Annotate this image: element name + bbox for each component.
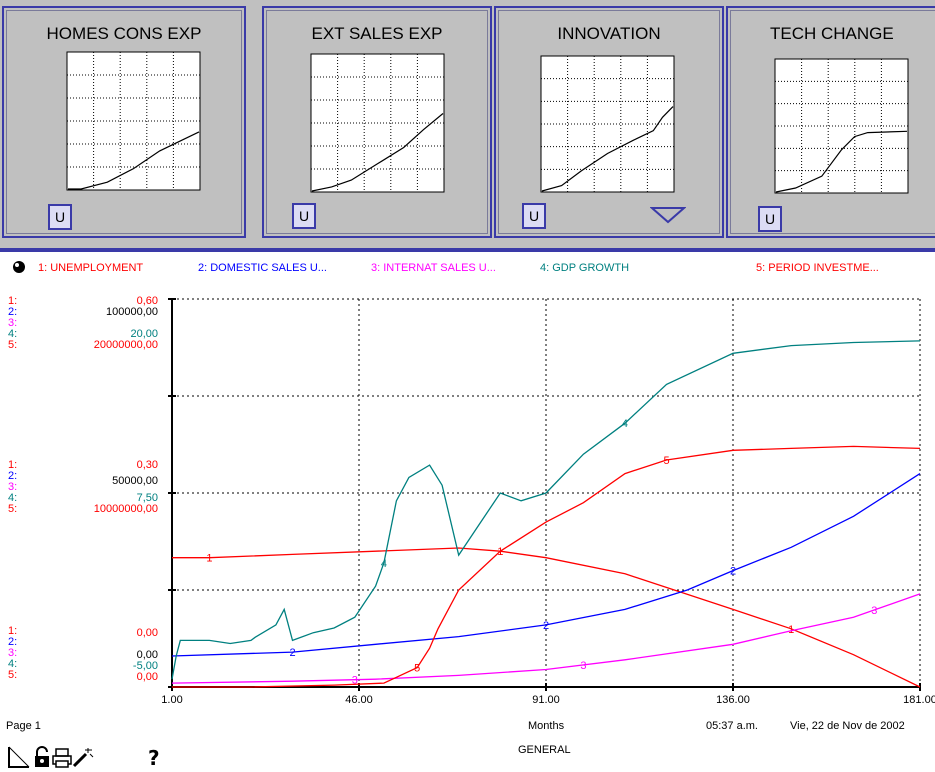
series-line-5 bbox=[172, 445, 921, 688]
scale-series-3: 3: bbox=[8, 647, 18, 659]
series-marker: 3 bbox=[352, 675, 358, 687]
panel-title: INNOVATION bbox=[557, 24, 661, 43]
page-label: Page 1 bbox=[6, 720, 41, 732]
legend-period-investment: 5: PERIOD INVESTME... bbox=[756, 262, 879, 274]
triangle-down-icon[interactable] bbox=[650, 206, 686, 224]
x-tick-label: 91.00 bbox=[532, 694, 560, 706]
scale-value-5: 20000000,00 bbox=[93, 339, 158, 351]
scale-value-1: 0,30 bbox=[136, 459, 158, 471]
graph-pad: 1: UNEMPLOYMENT 2: DOMESTIC SALES U... 3… bbox=[0, 252, 935, 772]
series-marker: 5 bbox=[663, 455, 669, 467]
series-marker: 5 bbox=[414, 663, 420, 675]
scale-value-2: 50000,00 bbox=[112, 475, 158, 487]
scale-value-2: 100000,00 bbox=[106, 306, 158, 318]
scale-value-1: 0,00 bbox=[136, 627, 158, 639]
lock-icon[interactable] bbox=[34, 746, 50, 768]
mini-curve bbox=[775, 130, 908, 193]
printer-icon[interactable] bbox=[52, 748, 72, 768]
scale-value-5: 10000000,00 bbox=[93, 503, 158, 515]
series-marker: 4 bbox=[381, 558, 387, 570]
x-tick-label: 46.00 bbox=[345, 694, 373, 706]
scale-series-5: 5: bbox=[8, 339, 18, 351]
panel-homes-cons-exp[interactable]: HOMES CONS EXP U bbox=[2, 6, 246, 238]
mini-graph[interactable] bbox=[66, 51, 201, 191]
input-panels-area: HOMES CONS EXP U EXT SALES EXP U INNOVAT… bbox=[0, 0, 935, 248]
scale-series-2: 2: bbox=[8, 470, 18, 482]
series-line-4 bbox=[171, 340, 921, 680]
scale-series-1: 1: bbox=[8, 625, 18, 637]
x-tick-label: 136.00 bbox=[716, 694, 750, 706]
scale-value-5: 0,00 bbox=[136, 671, 158, 683]
scale-series-1: 1: bbox=[8, 459, 18, 471]
help-icon[interactable]: ? bbox=[148, 746, 160, 770]
magic-wand-icon[interactable] bbox=[72, 746, 94, 768]
page-corner-icon[interactable] bbox=[8, 746, 30, 768]
mini-curve bbox=[541, 106, 674, 192]
scale-series-5: 5: bbox=[8, 503, 18, 515]
scale-series-5: 5: bbox=[8, 669, 18, 681]
x-tick-label: 181.00 bbox=[903, 694, 935, 706]
timestamp: 05:37 a.m. bbox=[706, 720, 758, 732]
panel-title: HOMES CONS EXP bbox=[46, 24, 202, 43]
u-button[interactable]: U bbox=[292, 203, 316, 229]
series-marker: 1 bbox=[206, 553, 212, 565]
u-button[interactable]: U bbox=[522, 203, 546, 229]
panel-innovation[interactable]: INNOVATION U bbox=[494, 6, 724, 238]
panel-ext-sales-exp[interactable]: EXT SALES EXP U bbox=[262, 6, 492, 238]
panel-title: EXT SALES EXP bbox=[311, 24, 443, 43]
series-line-2 bbox=[171, 473, 921, 657]
scale-series-1: 1: bbox=[8, 295, 18, 307]
series-line-3 bbox=[171, 593, 921, 684]
series-marker: 3 bbox=[871, 605, 877, 617]
panel-title: TECH CHANGE bbox=[770, 24, 894, 43]
series-marker: 4 bbox=[622, 418, 628, 430]
legend-internat-sales: 3: INTERNAT SALES U... bbox=[371, 262, 496, 274]
scale-series-3: 3: bbox=[8, 317, 18, 329]
x-axis-label: Months bbox=[528, 720, 565, 732]
u-button-label: U bbox=[764, 211, 776, 227]
pin-icon[interactable] bbox=[12, 260, 26, 274]
u-button-label: U bbox=[528, 208, 540, 224]
series-line-1 bbox=[172, 547, 921, 688]
scale-value-4: 20,00 bbox=[130, 328, 158, 340]
date-label: Vie, 22 de Nov de 2002 bbox=[790, 720, 905, 732]
series-marker: 2 bbox=[543, 620, 549, 632]
scale-value-2: 0,00 bbox=[136, 649, 158, 661]
u-button[interactable]: U bbox=[758, 206, 782, 232]
series-marker: 1 bbox=[788, 624, 794, 636]
series-marker: 3 bbox=[580, 660, 586, 672]
scale-series-4: 4: bbox=[8, 658, 18, 670]
main-chart[interactable]: 1.00 46.00 91.00 136.00 181.00 1 1 1 2 2 2 3 3 3 4 4 5 5 bbox=[0, 252, 935, 722]
scale-value-4: 7,50 bbox=[136, 492, 158, 504]
scale-series-4: 4: bbox=[8, 492, 18, 504]
scale-series-3: 3: bbox=[8, 481, 18, 493]
series-marker: 1 bbox=[497, 546, 503, 558]
u-button[interactable]: U bbox=[48, 204, 72, 230]
u-button-label: U bbox=[298, 208, 310, 224]
scale-value-1: 0,60 bbox=[136, 295, 158, 307]
scale-value-4: -5,00 bbox=[132, 660, 158, 672]
mini-graph[interactable] bbox=[310, 53, 445, 193]
divider bbox=[0, 248, 935, 252]
legend-domestic-sales: 2: DOMESTIC SALES U... bbox=[198, 262, 327, 274]
series-marker: 2 bbox=[730, 566, 736, 578]
mini-graph[interactable] bbox=[540, 55, 675, 193]
mini-curve bbox=[68, 131, 200, 190]
legend-gdp-growth: 4: GDP GROWTH bbox=[540, 262, 630, 274]
u-button-label: U bbox=[54, 209, 66, 225]
mini-curve bbox=[311, 113, 444, 192]
scale-series-2: 2: bbox=[8, 636, 18, 648]
panel-tech-change[interactable]: TECH CHANGE U bbox=[726, 6, 935, 238]
scale-series-4: 4: bbox=[8, 328, 18, 340]
sheet-name: GENERAL bbox=[518, 744, 571, 756]
x-tick-label: 1.00 bbox=[161, 694, 182, 706]
mini-graph[interactable] bbox=[774, 58, 909, 194]
scale-series-2: 2: bbox=[8, 306, 18, 318]
series-marker: 2 bbox=[289, 647, 295, 659]
legend-unemployment: 1: UNEMPLOYMENT bbox=[38, 262, 144, 274]
